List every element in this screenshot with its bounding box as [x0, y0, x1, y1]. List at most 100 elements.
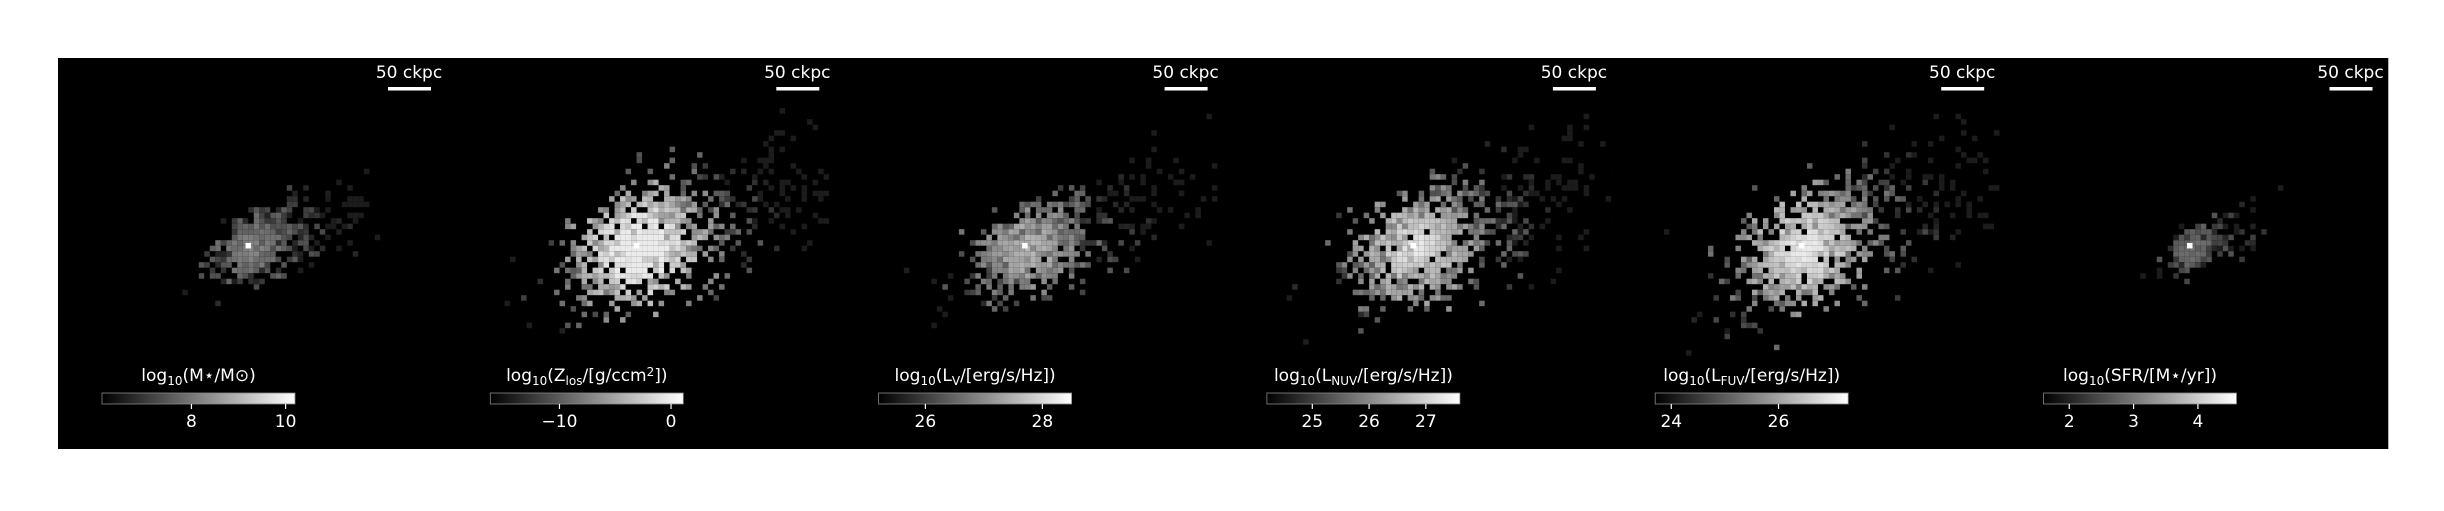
map-pixel [1418, 201, 1425, 208]
map-pixel [1041, 278, 1047, 285]
map-pixel [1528, 174, 1535, 180]
map-pixel [237, 229, 243, 235]
map-pixel [1402, 207, 1408, 213]
map-pixel [1735, 295, 1741, 301]
map-pixel [1407, 223, 1414, 230]
map-pixel [1046, 240, 1053, 246]
map-pixel [1806, 245, 1813, 252]
map-pixel [1112, 190, 1119, 197]
map-pixel [1292, 284, 1298, 290]
map-pixel [1971, 157, 1978, 164]
map-pixel [1479, 240, 1485, 246]
map-pixel [1024, 223, 1031, 230]
map-pixel [1046, 284, 1053, 290]
map-pixel [763, 201, 769, 208]
map-pixel [1396, 190, 1403, 197]
map-pixel [220, 240, 227, 246]
map-pixel [1845, 234, 1851, 241]
map-pixel [237, 245, 243, 252]
map-pixel [1352, 218, 1359, 224]
map-pixel [658, 251, 665, 257]
map-pixel [319, 229, 326, 235]
map-pixel [647, 251, 654, 257]
map-pixel [642, 273, 648, 279]
map-pixel [275, 273, 282, 279]
map-pixel [1484, 141, 1491, 147]
map-pixel [1856, 223, 1862, 230]
map-pixel [1501, 223, 1507, 230]
map-pixel [1567, 185, 1573, 191]
map-pixel [724, 273, 731, 279]
map-pixel [1391, 267, 1397, 274]
map-pixel [226, 240, 232, 246]
map-pixel [969, 240, 976, 246]
map-pixel [675, 218, 681, 224]
map-pixel [642, 196, 648, 202]
map-pixel [647, 179, 654, 186]
map-core [633, 242, 640, 249]
map-pixel [636, 240, 643, 246]
map-pixel [603, 273, 610, 279]
map-pixel [1413, 300, 1419, 307]
map-pixel [1030, 295, 1036, 301]
map-pixel [614, 278, 621, 285]
map-pixel [669, 212, 676, 219]
map-pixel [347, 212, 353, 219]
map-pixel [1129, 174, 1135, 180]
map-pixel [763, 141, 769, 147]
map-pixel [1435, 185, 1441, 191]
map-pixel [1457, 196, 1463, 202]
map-pixel [2250, 245, 2256, 252]
map-pixel [242, 273, 249, 279]
map-pixel [1757, 240, 1763, 246]
map-pixel [1352, 245, 1359, 252]
map-pixel [1369, 278, 1375, 285]
map-pixel [2217, 218, 2223, 224]
map-pixel [2195, 251, 2201, 257]
map-pixel [1473, 245, 1480, 252]
map-pixel [347, 196, 353, 202]
map-pixel [1046, 201, 1053, 208]
map-pixel [1878, 240, 1884, 246]
map-pixel [658, 256, 665, 263]
map-pixel [1790, 273, 1796, 279]
map-pixel [1746, 223, 1752, 230]
map-pixel [292, 201, 298, 208]
map-pixel [1955, 146, 1961, 153]
map-pixel [1462, 185, 1469, 191]
map-pixel [614, 284, 621, 290]
map-pixel [664, 289, 670, 296]
map-pixel [2173, 234, 2179, 241]
map-pixel [1451, 223, 1458, 230]
map-pixel [1396, 245, 1403, 252]
map-pixel [708, 289, 714, 296]
map-pixel [1762, 223, 1769, 230]
map-pixel [609, 278, 615, 285]
map-pixel [1751, 295, 1758, 301]
map-pixel [1762, 289, 1769, 296]
map-pixel [1057, 185, 1064, 191]
map-pixel [1440, 207, 1447, 213]
map-pixel [1523, 218, 1529, 224]
map-pixel [631, 273, 637, 279]
map-pixel [1867, 218, 1873, 224]
map-pixel [1663, 229, 1670, 235]
map-pixel [1402, 278, 1408, 285]
map-core [1022, 242, 1028, 249]
map-pixel [336, 229, 342, 235]
map-pixel [1035, 223, 1042, 230]
map-pixel [691, 201, 698, 208]
map-pixel [1512, 240, 1518, 246]
map-pixel [713, 207, 720, 213]
map-pixel [220, 218, 227, 224]
map-pixel [1347, 273, 1353, 279]
map-pixel [1008, 234, 1014, 241]
map-pixel [1030, 284, 1036, 290]
map-pixel [614, 267, 621, 274]
map-pixel [614, 295, 621, 301]
map-pixel [812, 212, 819, 219]
map-pixel [1740, 218, 1747, 224]
map-pixel [592, 256, 599, 263]
map-pixel [697, 295, 703, 301]
map-pixel [2250, 207, 2256, 213]
